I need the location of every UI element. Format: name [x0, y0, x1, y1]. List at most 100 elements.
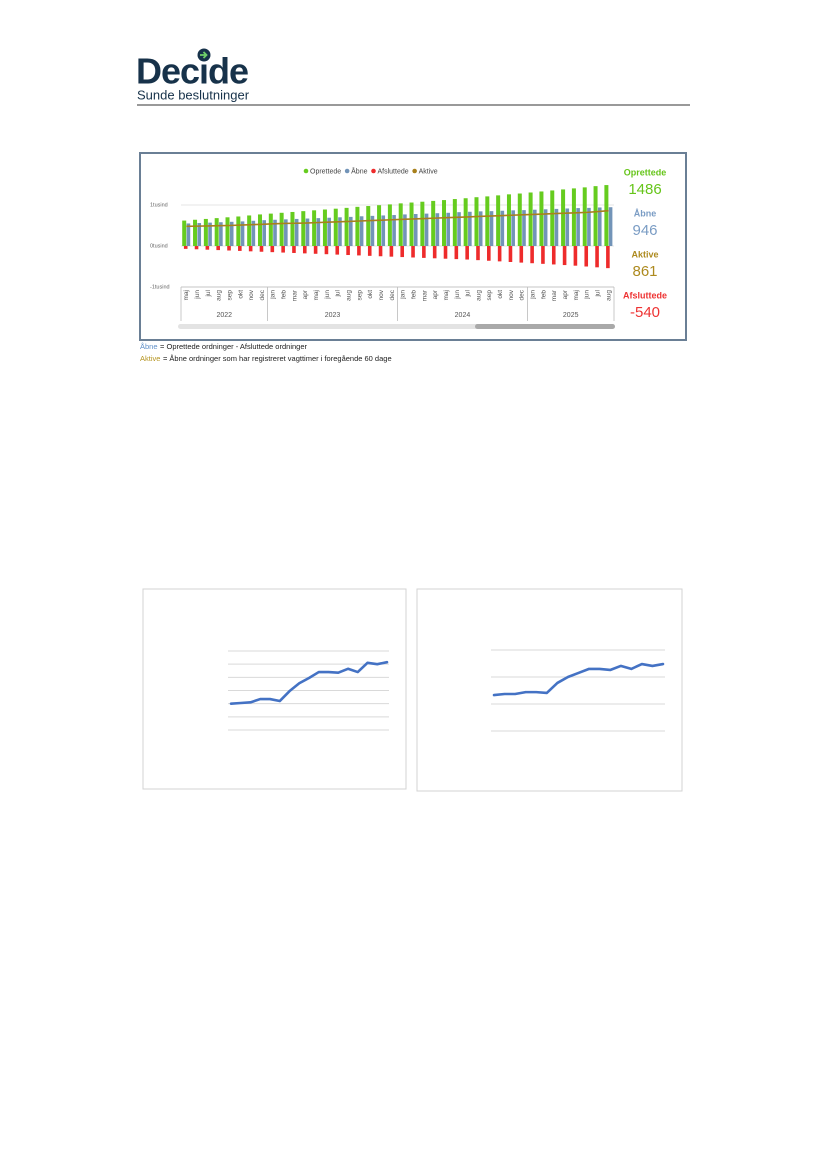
bar — [227, 246, 231, 251]
bar — [203, 218, 208, 246]
x-tick-label: jan — [530, 290, 537, 300]
x-tick-label: sep — [226, 290, 233, 301]
bar — [582, 187, 587, 246]
x-tick-label: nov — [378, 289, 385, 300]
bar — [571, 188, 576, 246]
bar — [355, 206, 360, 246]
year-label: 2022 — [217, 312, 233, 319]
bar — [247, 215, 252, 246]
bar — [240, 221, 245, 246]
summary-value: 946 — [632, 222, 657, 239]
x-tick-label: okt — [497, 290, 504, 299]
bar — [257, 214, 262, 246]
bar — [573, 246, 578, 266]
summary-value: 1486 — [628, 181, 661, 198]
bar — [381, 215, 386, 246]
bar — [584, 246, 589, 267]
bar — [562, 246, 567, 266]
bar — [183, 246, 188, 249]
bar — [366, 206, 371, 246]
bar — [279, 212, 284, 246]
summary-label: Åbne — [634, 208, 657, 218]
y-tick-label: -1tusind — [150, 284, 170, 290]
line — [186, 209, 609, 228]
x-tick-label: maj — [183, 290, 190, 300]
bar — [312, 210, 317, 246]
bar — [305, 218, 310, 246]
x-tick-label: jun — [194, 290, 201, 300]
x-tick-label: jan — [400, 290, 407, 300]
bar — [348, 216, 353, 246]
x-tick-label: dec — [389, 289, 396, 300]
x-tick-label: aug — [216, 290, 223, 301]
y-tick-label: 0tusind — [150, 243, 168, 249]
bar — [576, 208, 580, 246]
x-tick-label: aug — [475, 290, 482, 301]
bar — [292, 246, 296, 253]
x-tick-label: jul — [205, 289, 212, 297]
note-text: = Oprettede ordninger - Afsluttede ordni… — [160, 342, 307, 351]
bar — [270, 246, 275, 253]
x-tick-label: jul — [335, 289, 342, 297]
legend-label: Åbne — [351, 166, 367, 175]
bar — [316, 218, 321, 246]
x-tick-label: nov — [248, 289, 255, 300]
bar — [322, 209, 327, 246]
x-tick-label: feb — [281, 290, 288, 299]
bar — [424, 213, 429, 246]
bar — [443, 246, 448, 259]
legend-swatch — [412, 168, 417, 174]
bar — [597, 207, 602, 246]
bar — [543, 209, 548, 246]
scrollbar-thumb[interactable] — [475, 324, 615, 329]
x-tick-label: okt — [237, 290, 244, 299]
legend-label: Afsluttede — [378, 168, 409, 175]
bar — [398, 203, 403, 246]
bar — [338, 217, 342, 246]
bar — [281, 246, 285, 253]
x-tick-label: dec — [259, 289, 266, 300]
bar — [487, 246, 491, 261]
legend-label: Aktive — [419, 168, 438, 175]
bar — [229, 221, 234, 246]
bar — [236, 216, 241, 246]
bar — [400, 246, 405, 258]
bar — [186, 223, 191, 246]
summary-label: Afsluttede — [623, 290, 667, 300]
bar — [284, 219, 288, 246]
bar — [541, 246, 545, 264]
bar — [324, 246, 329, 255]
bar — [216, 246, 220, 251]
bar — [474, 197, 479, 246]
x-tick-label: aug — [346, 290, 353, 301]
summary-value: -540 — [630, 304, 660, 321]
bar — [435, 213, 440, 246]
bar — [530, 246, 534, 264]
bar — [333, 208, 338, 246]
bar — [446, 212, 451, 246]
summary-label: Aktive — [631, 249, 658, 259]
x-tick-label: dec — [519, 289, 526, 300]
legend-swatch — [344, 168, 350, 174]
bar — [595, 246, 599, 268]
logo-arrow — [200, 51, 208, 59]
bar — [517, 193, 522, 246]
bar — [554, 208, 559, 246]
bar — [593, 186, 598, 246]
bar — [248, 246, 253, 252]
bar — [465, 246, 469, 260]
note-text: = Åbne ordninger som har registreret vag… — [163, 354, 392, 363]
x-tick-label: mar — [291, 289, 298, 301]
bar — [519, 246, 524, 263]
x-tick-label: apr — [562, 289, 569, 299]
bar — [335, 246, 340, 255]
bar — [442, 200, 447, 246]
bar — [413, 214, 418, 246]
legend-label: Oprettede — [310, 168, 341, 175]
summary-value: 861 — [632, 263, 657, 280]
bar — [506, 194, 511, 246]
x-tick-label: apr — [432, 289, 439, 299]
bar — [522, 210, 526, 246]
x-tick-label: jul — [594, 289, 601, 297]
bar — [197, 223, 202, 246]
